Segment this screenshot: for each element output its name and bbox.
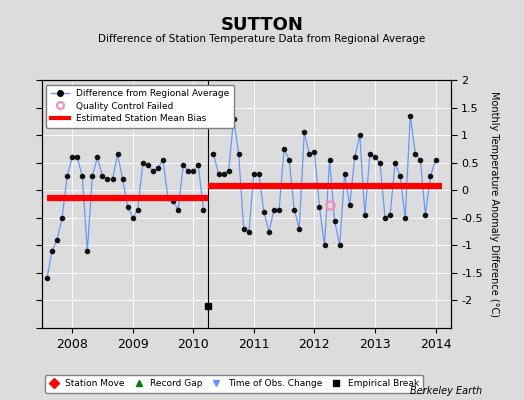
Point bbox=[209, 151, 217, 158]
Point bbox=[275, 206, 283, 213]
Point bbox=[315, 204, 324, 210]
Point bbox=[164, 195, 172, 202]
Legend: Station Move, Record Gap, Time of Obs. Change, Empirical Break: Station Move, Record Gap, Time of Obs. C… bbox=[45, 375, 423, 393]
Point bbox=[108, 176, 117, 182]
Point bbox=[300, 129, 309, 136]
Point bbox=[320, 242, 329, 248]
Point bbox=[310, 148, 319, 155]
Point bbox=[285, 157, 293, 163]
Point bbox=[220, 170, 228, 177]
Point bbox=[406, 113, 414, 119]
Point bbox=[235, 151, 243, 158]
Point bbox=[396, 173, 405, 180]
Point bbox=[99, 173, 107, 180]
Point bbox=[280, 146, 288, 152]
Point bbox=[330, 217, 339, 224]
Text: Difference of Station Temperature Data from Regional Average: Difference of Station Temperature Data f… bbox=[99, 34, 425, 44]
Point bbox=[73, 154, 81, 160]
Point bbox=[48, 248, 56, 254]
Point bbox=[83, 248, 92, 254]
Point bbox=[386, 212, 394, 218]
Point bbox=[239, 226, 248, 232]
Point bbox=[63, 173, 71, 180]
Point bbox=[184, 168, 192, 174]
Point bbox=[78, 173, 86, 180]
Point bbox=[230, 115, 238, 122]
Point bbox=[134, 206, 142, 213]
Point bbox=[411, 151, 420, 158]
Point bbox=[159, 157, 167, 163]
Point bbox=[249, 170, 258, 177]
Point bbox=[431, 157, 440, 163]
Point bbox=[366, 151, 374, 158]
Point bbox=[245, 228, 253, 235]
Point bbox=[118, 176, 127, 182]
Point bbox=[128, 214, 137, 221]
Point bbox=[139, 160, 147, 166]
Text: Berkeley Earth: Berkeley Earth bbox=[410, 386, 482, 396]
Point bbox=[427, 173, 435, 180]
Point bbox=[265, 228, 273, 235]
Point bbox=[325, 157, 334, 163]
Point bbox=[224, 168, 233, 174]
Point bbox=[68, 154, 77, 160]
Point bbox=[174, 206, 182, 213]
Point bbox=[53, 237, 61, 243]
Point bbox=[270, 206, 278, 213]
Point bbox=[93, 154, 102, 160]
Point bbox=[103, 176, 112, 182]
Point bbox=[214, 170, 223, 177]
Point bbox=[58, 214, 66, 221]
Point bbox=[189, 168, 198, 174]
Point bbox=[179, 162, 188, 169]
Point bbox=[421, 212, 430, 218]
Point bbox=[305, 151, 313, 158]
Point bbox=[345, 202, 354, 208]
Point bbox=[88, 173, 96, 180]
Point bbox=[194, 162, 202, 169]
Point bbox=[381, 214, 389, 221]
Point bbox=[401, 214, 409, 221]
Point bbox=[144, 162, 152, 169]
Point bbox=[169, 198, 177, 204]
Point bbox=[295, 226, 303, 232]
Y-axis label: Monthly Temperature Anomaly Difference (°C): Monthly Temperature Anomaly Difference (… bbox=[489, 91, 499, 317]
Point bbox=[154, 165, 162, 171]
Point bbox=[416, 157, 424, 163]
Point bbox=[335, 242, 344, 248]
Point bbox=[124, 204, 132, 210]
Point bbox=[113, 151, 122, 158]
Point bbox=[371, 154, 379, 160]
Point bbox=[361, 212, 369, 218]
Point bbox=[260, 209, 268, 216]
Point bbox=[341, 170, 349, 177]
Point bbox=[255, 170, 263, 177]
Point bbox=[351, 154, 359, 160]
Point bbox=[43, 275, 51, 282]
Text: SUTTON: SUTTON bbox=[221, 16, 303, 34]
Point bbox=[391, 160, 399, 166]
Point bbox=[376, 160, 384, 166]
Point bbox=[199, 206, 208, 213]
Point bbox=[356, 132, 364, 138]
Point bbox=[149, 168, 157, 174]
Point bbox=[290, 206, 299, 213]
